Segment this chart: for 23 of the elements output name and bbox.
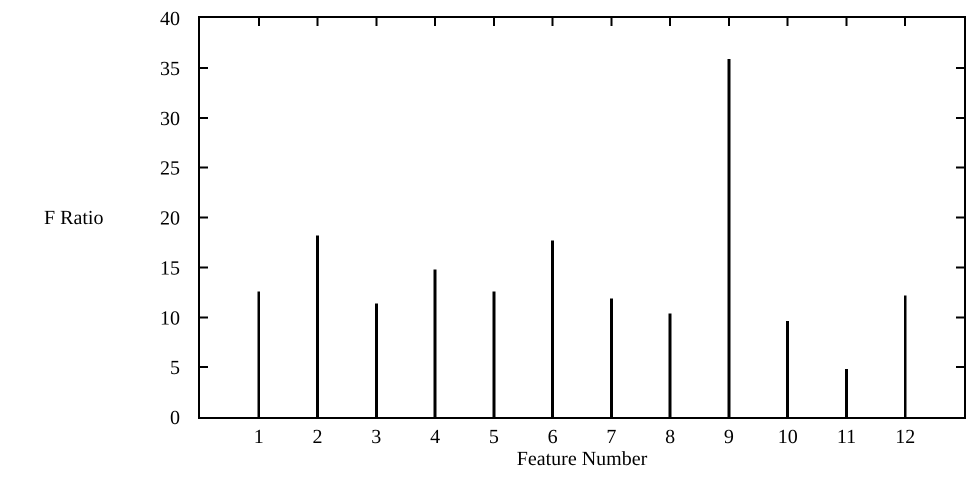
x-tick-label: 4 bbox=[430, 426, 440, 448]
x-tick-label: 3 bbox=[371, 426, 382, 448]
x-tick-label: 11 bbox=[836, 426, 856, 448]
y-tick-label: 10 bbox=[160, 307, 180, 330]
y-axis-title: F Ratio bbox=[44, 207, 104, 229]
y-tick-label: 15 bbox=[160, 257, 180, 280]
x-tick-label: 7 bbox=[606, 426, 616, 448]
x-tick-label: 6 bbox=[548, 426, 558, 448]
x-tick-label: 10 bbox=[778, 426, 798, 448]
x-tick-label: 5 bbox=[488, 426, 499, 448]
x-tick-label: 2 bbox=[312, 426, 323, 448]
x-axis-title: Feature Number bbox=[516, 448, 648, 470]
x-tick-label: 9 bbox=[724, 426, 734, 448]
y-tick-label: 40 bbox=[160, 8, 180, 30]
x-tick-label: 1 bbox=[254, 426, 264, 448]
x-tick-label: 12 bbox=[895, 426, 916, 448]
y-tick-label: 20 bbox=[160, 208, 180, 230]
y-tick-label: 30 bbox=[160, 108, 180, 130]
y-tick-label: 5 bbox=[170, 357, 180, 380]
x-tick-label: 8 bbox=[665, 426, 676, 448]
y-tick-label: 25 bbox=[160, 158, 180, 180]
y-tick-label: 0 bbox=[170, 407, 180, 429]
y-tick-label: 35 bbox=[160, 58, 180, 80]
